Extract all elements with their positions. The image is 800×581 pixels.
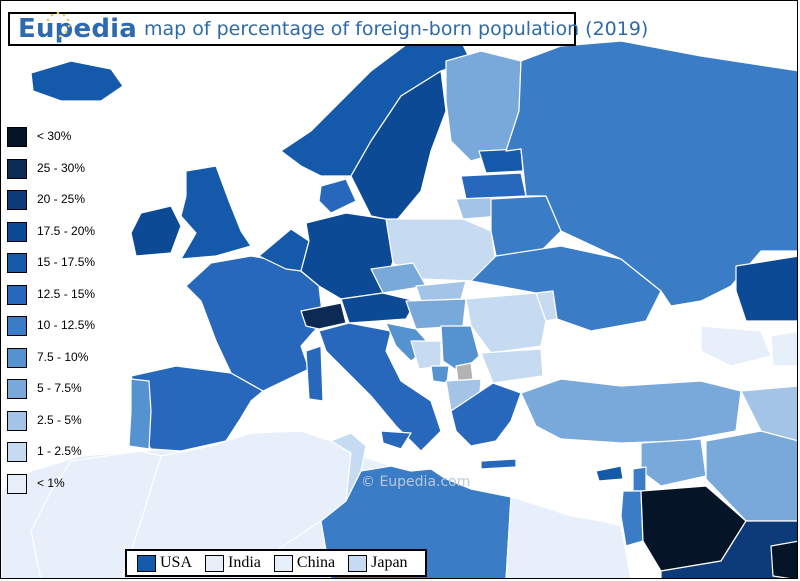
comparison-swatch [137, 554, 156, 572]
legend-item: 1 - 2.5% [7, 442, 117, 462]
region-estonia [478, 148, 524, 174]
legend-label: 2.5 - 5% [37, 412, 82, 427]
legend-item: < 1% [7, 473, 117, 494]
region-kazakhstan [735, 255, 797, 322]
region-saudi [660, 520, 797, 578]
region-sardinia-corsica [305, 345, 324, 402]
region-syria [640, 438, 707, 487]
legend-label: 7.5 - 10% [37, 349, 89, 364]
comparison-swatch [205, 554, 225, 572]
legend-swatch [7, 253, 27, 273]
comparison-item: China [273, 554, 336, 572]
legend-swatch [7, 410, 27, 431]
region-romania [465, 292, 547, 354]
legend-item: 12.5 - 15% [7, 284, 117, 305]
legend-label: 10 - 12.5% [37, 318, 96, 332]
region-kosovo [455, 362, 474, 382]
legend-label: 1 - 2.5% [37, 444, 82, 458]
legend-item: 7.5 - 10% [7, 347, 117, 368]
legend-label: 5 - 7.5% [37, 381, 82, 395]
comparison-item: India [205, 554, 261, 572]
legend-label: 25 - 30% [37, 160, 86, 175]
region-portugal [128, 378, 152, 450]
comparison-item: USA [137, 554, 192, 572]
brand-logo: Eupedia [18, 11, 137, 44]
legend-swatch [7, 127, 27, 147]
comparison-label: Japan [371, 554, 408, 571]
legend-label: 15 - 17.5% [37, 255, 96, 269]
region-denmark [318, 178, 357, 214]
legend-swatch [7, 284, 27, 305]
comparison-label: India [228, 554, 261, 571]
legend-swatch [7, 316, 27, 336]
legend-item: 5 - 7.5% [7, 379, 117, 399]
region-russia [505, 40, 797, 307]
watermark: © Eupedia.com [361, 474, 471, 490]
region-turkey [520, 378, 742, 444]
legend-swatch [7, 347, 27, 368]
legend-label: 12.5 - 15% [37, 286, 96, 301]
legend-item: 17.5 - 20% [7, 221, 117, 242]
region-israel [620, 490, 644, 547]
brand-text: Eupedia [18, 14, 137, 44]
comparison-item: Japan [348, 554, 408, 572]
legend-label: 20 - 25% [37, 192, 86, 206]
legend-label: 17.5 - 20% [37, 223, 96, 238]
region-iran [740, 385, 797, 442]
region-lebanon [632, 466, 647, 492]
legend-swatch [7, 190, 27, 210]
region-kuwait [770, 540, 797, 578]
legend-swatch [7, 379, 27, 399]
comparison-swatch [273, 554, 293, 572]
region-bosnia [410, 340, 442, 370]
legend-item: 2.5 - 5% [7, 410, 117, 431]
comparison-legend: USA India China Japan [125, 549, 427, 577]
legend-swatch [7, 473, 27, 494]
comparison-swatch [348, 554, 368, 572]
region-ukraine [470, 245, 662, 332]
region-sweden [350, 70, 447, 222]
comparison-label: USA [160, 554, 193, 571]
region-morocco [30, 450, 162, 578]
legend-label: < 1% [37, 475, 65, 490]
region-bulgaria [480, 348, 544, 384]
legend-item: < 30% [7, 127, 117, 147]
region-austria [340, 292, 417, 324]
legend-swatch [7, 221, 27, 242]
region-uk [180, 165, 252, 260]
legend-label: < 30% [37, 129, 72, 143]
legend-swatch [7, 158, 27, 179]
region-iceland [30, 60, 124, 102]
region-crete [480, 458, 517, 470]
title-box: Eupedia map of percentage of foreign-bor… [8, 11, 648, 46]
region-switzerland [300, 302, 347, 330]
comparison-label: China [296, 554, 336, 571]
legend-item: 20 - 25% [7, 190, 117, 210]
region-cyprus [595, 465, 624, 482]
region-latvia [460, 172, 527, 200]
map-title: map of percentage of foreign-born popula… [143, 18, 649, 40]
legend-item: 10 - 12.5% [7, 316, 117, 336]
legend-item: 25 - 30% [7, 158, 117, 179]
region-hungary [405, 298, 467, 330]
legend-swatch [7, 442, 27, 462]
region-georgia-armenia [700, 325, 772, 367]
region-greece [450, 382, 522, 447]
legend-item: 15 - 17.5% [7, 253, 117, 273]
region-ireland [130, 205, 182, 257]
region-sicily [380, 430, 412, 450]
region-azerbaijan [770, 330, 797, 367]
region-egypt [505, 496, 632, 578]
